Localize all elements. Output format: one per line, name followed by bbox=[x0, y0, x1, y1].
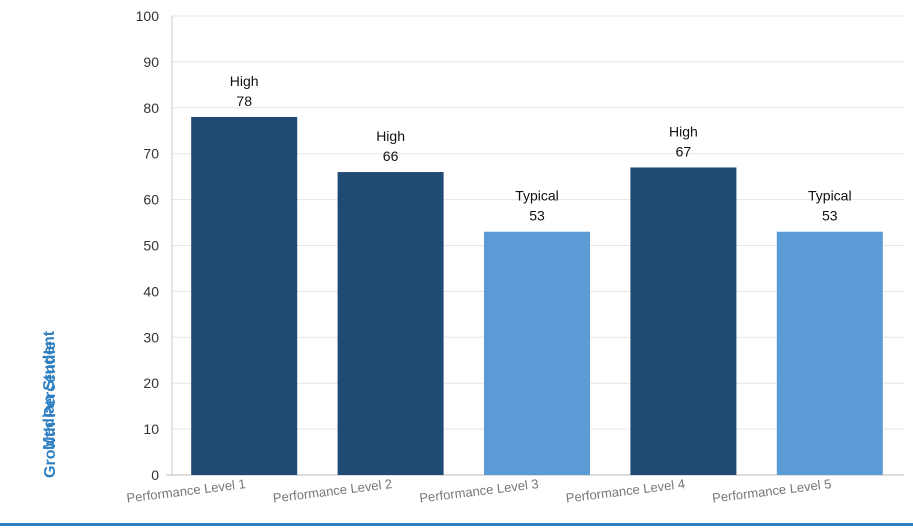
bar bbox=[337, 172, 444, 475]
y-tick-label: 50 bbox=[143, 238, 159, 254]
y-tick-label: 70 bbox=[143, 146, 159, 162]
bar-category-label: High bbox=[376, 128, 405, 144]
bar-category-label: Typical bbox=[808, 188, 852, 204]
y-tick-label: 100 bbox=[136, 8, 160, 24]
y-tick-label: 90 bbox=[143, 54, 159, 70]
bar-value-label: 66 bbox=[383, 148, 399, 164]
y-tick-label: 40 bbox=[143, 283, 159, 299]
bar-category-label: Typical bbox=[515, 188, 559, 204]
bar-category-label: High bbox=[669, 123, 698, 139]
y-axis-title: Median Student Growth Percentile bbox=[20, 305, 80, 495]
y-axis-title-line-2: Growth Percentile bbox=[41, 341, 59, 478]
bar-value-label: 67 bbox=[676, 143, 692, 159]
bar-value-label: 53 bbox=[529, 208, 545, 224]
y-tick-label: 80 bbox=[143, 100, 159, 116]
bar bbox=[191, 116, 298, 475]
x-tick-label: Performance Level 1 bbox=[126, 476, 247, 506]
bar bbox=[776, 231, 883, 475]
bar-category-label: High bbox=[230, 73, 259, 89]
y-tick-label: 60 bbox=[143, 192, 159, 208]
x-tick-label: Performance Level 3 bbox=[418, 476, 539, 506]
bar bbox=[630, 167, 737, 475]
x-tick-label: Performance Level 5 bbox=[711, 476, 832, 506]
bar bbox=[484, 231, 590, 475]
x-tick-label: Performance Level 2 bbox=[272, 476, 393, 506]
y-tick-label: 30 bbox=[143, 329, 159, 345]
bar-value-label: 78 bbox=[236, 93, 252, 109]
bottom-divider bbox=[0, 523, 913, 526]
bar-value-label: 53 bbox=[822, 208, 838, 224]
y-tick-label: 20 bbox=[143, 375, 159, 391]
y-tick-label: 10 bbox=[143, 421, 159, 437]
x-tick-label: Performance Level 4 bbox=[565, 476, 686, 506]
y-tick-label: 0 bbox=[151, 467, 159, 483]
